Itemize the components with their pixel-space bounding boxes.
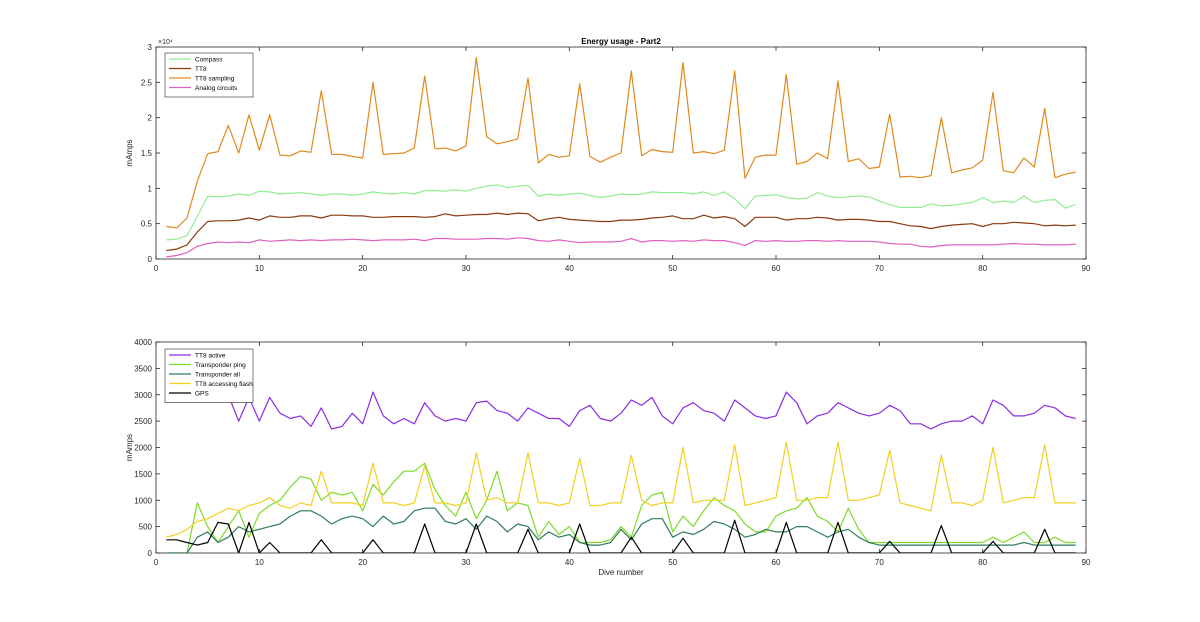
x-tick-label: 40 (565, 558, 574, 567)
plot-area (155, 341, 1087, 554)
y-tick-label: 3 (148, 43, 153, 52)
y-tick-label: 1000 (134, 496, 152, 505)
x-tick-label: 90 (1082, 558, 1091, 567)
y-tick-label: 2 (148, 114, 153, 123)
y-tick-label: 0 (148, 255, 153, 264)
x-tick-label: 10 (255, 264, 264, 273)
x-tick-label: 60 (772, 558, 781, 567)
series-line-tt8-active (217, 383, 1076, 430)
series-line-transponder-ping (166, 462, 1076, 553)
legend-label-tt8: TT8 (195, 66, 207, 73)
legend: Compass TT8 TT8 sampling Analog circuits (164, 52, 254, 98)
x-tick-label: 50 (668, 264, 677, 273)
x-tick-label: 60 (772, 264, 781, 273)
y-tick-label: 500 (139, 523, 153, 532)
series-line-analog-circuits (166, 237, 1076, 258)
legend-label-transponder-ping: Transponder ping (195, 362, 246, 369)
x-tick-label: 0 (154, 558, 159, 567)
legend-label-compass: Compass (195, 57, 223, 64)
y-tick-label: 3500 (134, 364, 152, 373)
y-tick-label: 1.5 (141, 149, 153, 158)
y-tick-label: 4000 (134, 338, 152, 347)
x-tick-label: 0 (154, 264, 159, 273)
y-axis-label: mAmps (125, 139, 134, 166)
y-tick-label: 2500 (134, 417, 152, 426)
y-tick-label: 0 (148, 549, 153, 558)
y-tick-label: 0.5 (141, 220, 153, 229)
y-tick-label: 3000 (134, 391, 152, 400)
x-tick-label: 10 (255, 558, 264, 567)
x-tick-label: 30 (462, 558, 471, 567)
chart-2: 0 10 20 30 40 50 60 70 80 90 0 500 1000 1500 2000 2500 3… (125, 338, 1091, 577)
x-tick-label: 80 (978, 558, 987, 567)
legend-label-tt8-active: TT8 active (195, 353, 226, 360)
x-tick-label: 70 (875, 264, 884, 273)
series-line-tt8 (166, 212, 1076, 252)
legend-label-transponder-all: Transponder all (195, 372, 240, 379)
legend-label-tt8-sampling: TT8 sampling (195, 76, 235, 83)
series-line-tt8-sampling (166, 56, 1076, 229)
legend: TT8 active Transponder ping Transponder al… (164, 348, 254, 403)
legend-label-gps: GPS (195, 391, 209, 398)
x-tick-label: 20 (358, 558, 367, 567)
y-tick-label: 2.5 (141, 78, 153, 87)
y-exponent-label: ×10⁴ (158, 39, 173, 46)
x-tick-label: 40 (565, 264, 574, 273)
x-tick-label: 70 (875, 558, 884, 567)
y-tick-label: 1 (148, 184, 153, 193)
x-tick-label: 90 (1082, 264, 1091, 273)
y-tick-label: 1500 (134, 470, 152, 479)
x-axis-label: Dive number (598, 568, 644, 577)
y-axis-label: mAmps (125, 434, 134, 461)
x-tick-label: 80 (978, 264, 987, 273)
series-line-gps (166, 519, 1076, 553)
legend-label-tt8-accessing-flash: TT8 accessing flash (195, 381, 253, 388)
chart-1: 0 10 20 30 40 50 60 70 80 90 0 0.5 1 1.5 2 2.5 3 ×10⁴ Ener… (125, 37, 1091, 273)
series-line-transponder-all (166, 507, 1076, 553)
x-tick-label: 50 (668, 558, 677, 567)
series-line-tt8-accessing-flash (166, 441, 1076, 538)
x-tick-label: 20 (358, 264, 367, 273)
legend-label-analog-circuits: Analog circuits (195, 85, 238, 92)
y-tick-label: 2000 (134, 444, 152, 453)
legend-box (164, 52, 254, 98)
series-line-compass (166, 184, 1076, 241)
x-tick-label: 30 (462, 264, 471, 273)
chart-title: Energy usage - Part2 (581, 37, 661, 46)
